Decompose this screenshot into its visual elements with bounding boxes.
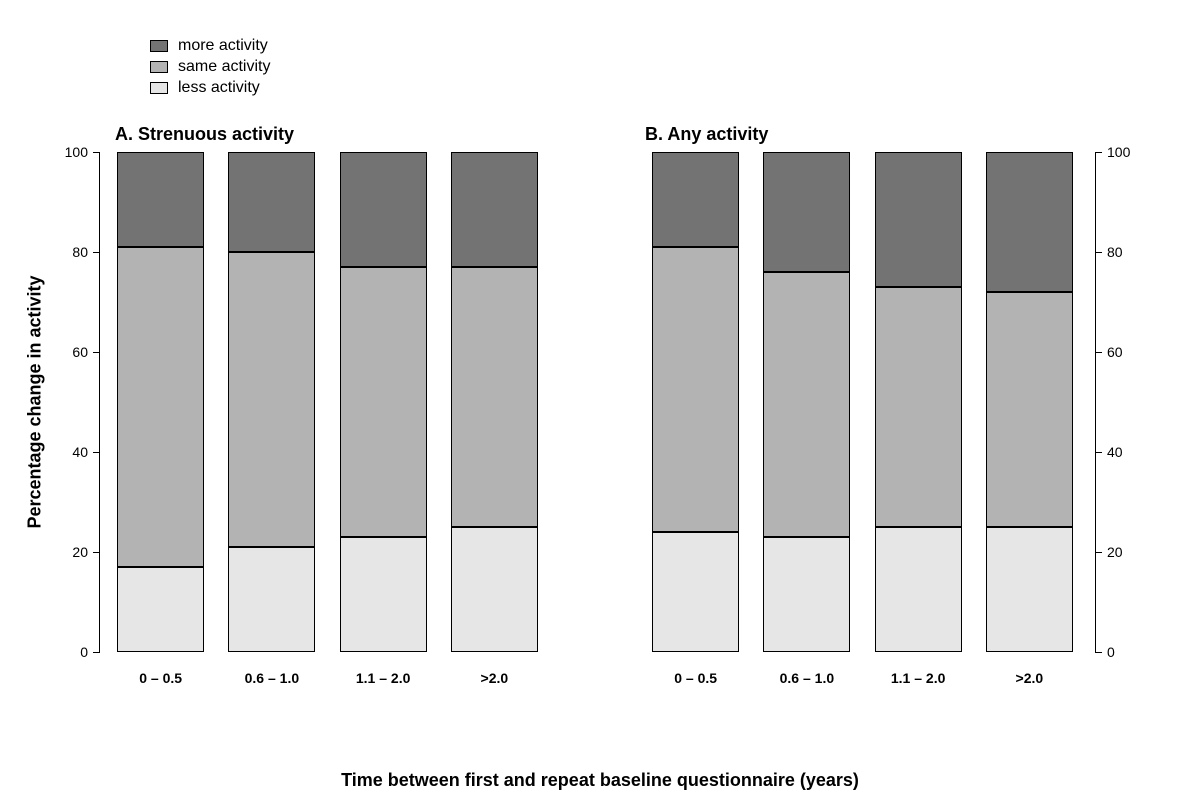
bar [117, 152, 204, 652]
bar-segment-same [340, 267, 427, 537]
bar-segment-more [228, 152, 315, 252]
axis-tick [93, 652, 100, 653]
bar-segment-more [451, 152, 538, 267]
axis-tick-label: 100 [65, 144, 88, 160]
bar-segment-less [986, 527, 1073, 652]
axis-tick-label: 20 [1107, 544, 1123, 560]
legend-item: less activity [150, 77, 270, 98]
plot-area-b [640, 152, 1085, 652]
bar [763, 152, 850, 652]
bar-segment-more [763, 152, 850, 272]
y-axis-left: 020406080100 [60, 152, 100, 652]
plot-area-a [105, 152, 550, 652]
bar [228, 152, 315, 652]
bar [652, 152, 739, 652]
axis-tick [1095, 552, 1102, 553]
bar-segment-less [652, 532, 739, 652]
bar-segment-same [652, 247, 739, 532]
bar-segment-more [652, 152, 739, 247]
legend-label: same activity [178, 58, 270, 76]
legend-swatch [150, 82, 168, 94]
axis-tick [1095, 252, 1102, 253]
axis-tick [1095, 152, 1102, 153]
axis-tick [93, 552, 100, 553]
legend-label: less activity [178, 79, 260, 97]
axis-tick [93, 152, 100, 153]
bar-segment-same [117, 247, 204, 567]
legend-label: more activity [178, 37, 268, 55]
axis-tick-label: 40 [1107, 444, 1123, 460]
legend-item: same activity [150, 56, 270, 77]
y-axis-right: 020406080100 [1095, 152, 1135, 652]
panel-a: 0 – 0.5 0.6 – 1.0 1.1 – 2.0 >2.0 [105, 152, 550, 705]
axis-tick-label: 20 [72, 544, 88, 560]
axis-tick [93, 352, 100, 353]
bar [875, 152, 962, 652]
axis-tick [1095, 652, 1102, 653]
bar-segment-less [117, 567, 204, 652]
category-label: >2.0 [481, 670, 509, 686]
category-label: >2.0 [1016, 670, 1044, 686]
axis-tick-label: 40 [72, 444, 88, 460]
category-label: 1.1 – 2.0 [356, 670, 411, 686]
axis-tick-label: 80 [72, 244, 88, 260]
bar-segment-same [451, 267, 538, 527]
axis-tick-label: 60 [72, 344, 88, 360]
bar [986, 152, 1073, 652]
axis-line [1095, 152, 1096, 652]
bar-segment-more [117, 152, 204, 247]
axis-tick-label: 100 [1107, 144, 1130, 160]
bar-segment-more [340, 152, 427, 267]
bar-segment-less [763, 537, 850, 652]
panels-container: 020406080100 0 – 0.50.6 – 1.01.1 – 2.0>2… [0, 152, 1200, 705]
axis-tick-label: 0 [1107, 644, 1115, 660]
bar-segment-same [763, 272, 850, 537]
axis-tick [93, 452, 100, 453]
panel-b: 0 – 0.5 0.6 – 1.0 1.1 – 2.0 >2.0 [640, 152, 1085, 705]
category-label: 0 – 0.5 [139, 670, 182, 686]
category-label: 1.1 – 2.0 [891, 670, 946, 686]
bar-segment-same [228, 252, 315, 547]
bar-segment-less [451, 527, 538, 652]
category-label: 0.6 – 1.0 [780, 670, 835, 686]
figure: more activitysame activityless activity … [0, 0, 1200, 805]
axis-tick [1095, 452, 1102, 453]
bar-segment-same [986, 292, 1073, 527]
bar-segment-less [340, 537, 427, 652]
panel-a-title: A. Strenuous activity [115, 124, 294, 145]
category-label: 0 – 0.5 [674, 670, 717, 686]
legend-item: more activity [150, 35, 270, 56]
axis-tick-label: 0 [80, 644, 88, 660]
axis-line [99, 152, 100, 652]
bar-segment-less [228, 547, 315, 652]
panel-b-title: B. Any activity [645, 124, 768, 145]
category-label: 0.6 – 1.0 [245, 670, 300, 686]
legend-swatch [150, 61, 168, 73]
axis-tick-label: 80 [1107, 244, 1123, 260]
legend-swatch [150, 40, 168, 52]
bar [340, 152, 427, 652]
axis-tick-label: 60 [1107, 344, 1123, 360]
bar [451, 152, 538, 652]
x-axis-label: Time between first and repeat baseline q… [341, 770, 859, 791]
bar-segment-more [986, 152, 1073, 292]
axis-tick [1095, 352, 1102, 353]
bar-segment-same [875, 287, 962, 527]
legend: more activity same activity less activity [150, 35, 270, 98]
bar-segment-more [875, 152, 962, 287]
bar-segment-less [875, 527, 962, 652]
axis-tick [93, 252, 100, 253]
